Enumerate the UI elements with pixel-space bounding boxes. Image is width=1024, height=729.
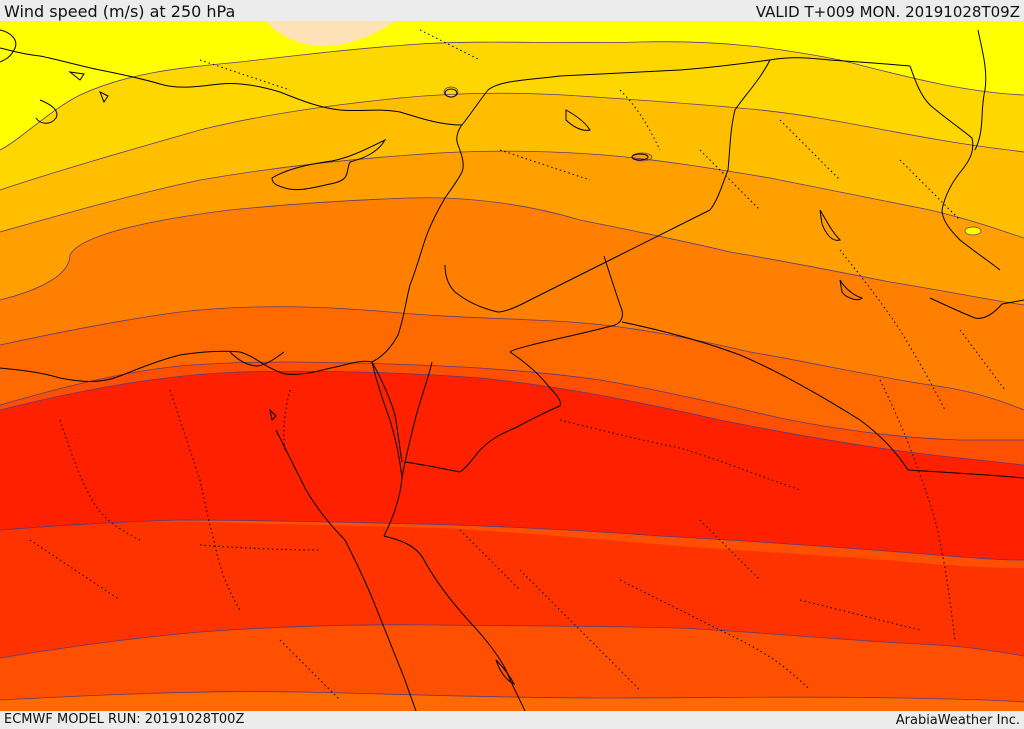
map-title: Wind speed (m/s) at 250 hPa <box>4 2 236 21</box>
wind-contours <box>0 41 1024 703</box>
wind-band-minimum <box>265 21 395 47</box>
wind-band-1 <box>0 21 1024 150</box>
wind-band-8 <box>0 624 1024 711</box>
political-borders <box>371 57 1024 479</box>
wind-band-9 <box>0 691 1024 711</box>
wind-band-core <box>0 371 1024 560</box>
map-header: Wind speed (m/s) at 250 hPa VALID T+009 … <box>0 0 1024 21</box>
model-run-label: ECMWF MODEL RUN: 20191028T00Z <box>4 712 245 727</box>
valid-time-label: VALID T+009 MON. 20191028T09Z <box>755 3 1020 21</box>
wind-speed-map <box>0 21 1024 711</box>
map-footer: ECMWF MODEL RUN: 20191028T00Z ArabiaWeat… <box>0 711 1024 729</box>
wind-cell-b <box>964 226 982 236</box>
admin-borders <box>29 29 1006 701</box>
credit-label: ArabiaWeather Inc. <box>895 713 1020 728</box>
